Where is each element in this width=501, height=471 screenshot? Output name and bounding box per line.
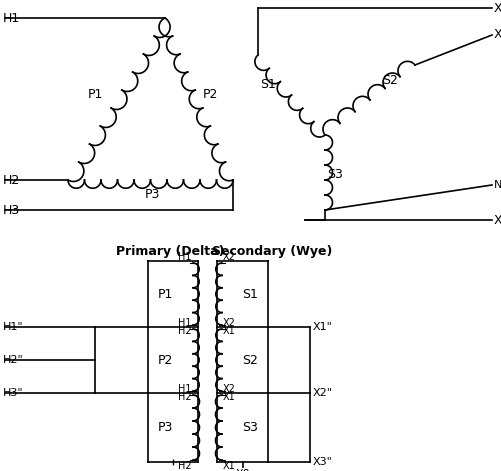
Text: X3": X3" <box>313 457 332 467</box>
Text: S2: S2 <box>242 354 258 366</box>
Text: X2": X2" <box>313 388 332 398</box>
Text: Secondary (Wye): Secondary (Wye) <box>211 245 332 259</box>
Text: H1: H1 <box>3 11 20 24</box>
Text: X1: X1 <box>222 326 235 336</box>
Text: S3: S3 <box>242 421 258 434</box>
Text: X2: X2 <box>493 29 501 41</box>
Text: H2: H2 <box>178 392 191 402</box>
Text: Primary (Delta): Primary (Delta) <box>116 245 224 259</box>
Text: H2: H2 <box>178 461 191 471</box>
Text: P1: P1 <box>157 287 172 300</box>
Text: H2": H2" <box>3 355 24 365</box>
Text: X1: X1 <box>222 392 235 402</box>
Text: H2: H2 <box>178 326 191 336</box>
Text: H2: H2 <box>3 173 20 187</box>
Text: P1: P1 <box>87 89 103 101</box>
Text: H1: H1 <box>178 318 191 328</box>
Text: X1": X1" <box>313 322 332 332</box>
Text: S1: S1 <box>260 79 276 91</box>
Text: P2: P2 <box>202 89 217 101</box>
Text: H1: H1 <box>178 252 191 262</box>
Text: X1: X1 <box>493 1 501 15</box>
Text: H3": H3" <box>3 388 24 398</box>
Text: X2: X2 <box>222 384 235 394</box>
Text: X2: X2 <box>222 252 235 262</box>
Text: P2: P2 <box>157 354 172 366</box>
Text: S2: S2 <box>381 73 397 87</box>
Text: X3: X3 <box>493 213 501 227</box>
Text: X0: X0 <box>235 469 250 471</box>
Text: H1: H1 <box>178 384 191 394</box>
Text: S3: S3 <box>327 169 342 181</box>
Text: S1: S1 <box>242 287 258 300</box>
Text: H1": H1" <box>3 322 24 332</box>
Text: X2: X2 <box>222 318 235 328</box>
Text: P3: P3 <box>144 188 159 202</box>
Text: X1: X1 <box>222 461 235 471</box>
Text: Neutral, X0: Neutral, X0 <box>493 180 501 190</box>
Text: P3: P3 <box>157 421 172 434</box>
Text: H3: H3 <box>3 203 20 217</box>
